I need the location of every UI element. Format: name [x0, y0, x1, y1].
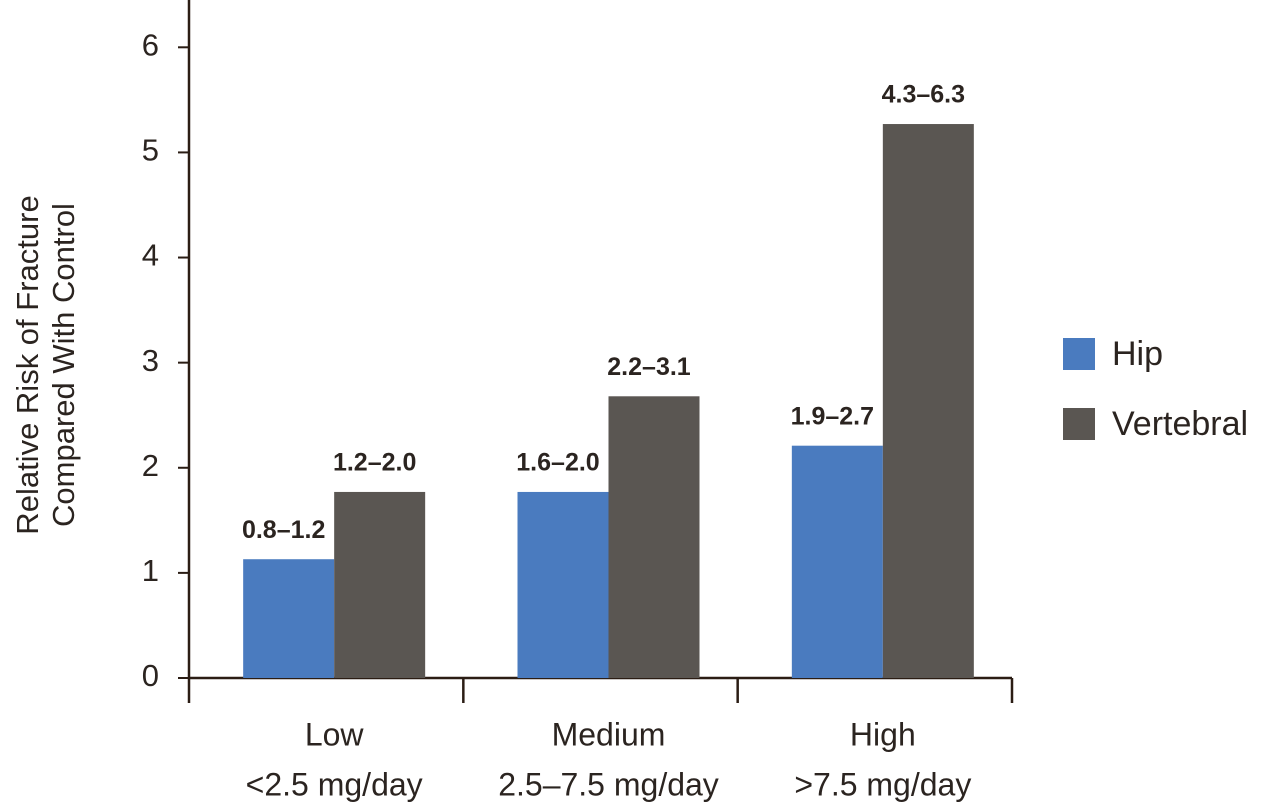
y-tick-label: 6 [142, 27, 159, 62]
x-tick-label: Low [305, 716, 365, 752]
x-tick-label: High [850, 716, 916, 752]
y-tick-label: 3 [142, 343, 159, 378]
legend-label: Hip [1112, 335, 1163, 373]
y-tick-label: 5 [142, 133, 159, 168]
bar [608, 396, 700, 678]
range-label: 1.6–2.0 [516, 449, 599, 477]
bar [791, 445, 883, 678]
x-tick-label: >7.5 mg/day [794, 766, 971, 802]
range-label: 2.2–3.1 [607, 353, 691, 381]
range-label: 1.2–2.0 [333, 449, 416, 477]
range-label: 4.3–6.3 [882, 81, 965, 109]
bar [334, 491, 426, 678]
y-axis-label: Relative Risk of Fracture [10, 195, 45, 534]
bar [882, 124, 974, 678]
bar [243, 559, 335, 678]
range-label: 1.9–2.7 [791, 402, 874, 430]
legend-swatch [1063, 408, 1095, 440]
x-tick-label: Medium [552, 716, 666, 752]
y-tick-label: 4 [142, 238, 159, 273]
x-tick-label: <2.5 mg/day [246, 766, 423, 802]
legend-label: Vertebral [1112, 405, 1248, 443]
bar [517, 491, 609, 678]
range-label: 0.8–1.2 [242, 516, 325, 544]
y-tick-label: 1 [142, 553, 159, 588]
x-tick-label: 2.5–7.5 mg/day [498, 766, 719, 802]
y-tick-label: 0 [142, 658, 159, 693]
y-axis-label: Compared With Control [46, 203, 81, 527]
legend-swatch [1063, 338, 1095, 370]
y-tick-label: 2 [142, 448, 159, 483]
